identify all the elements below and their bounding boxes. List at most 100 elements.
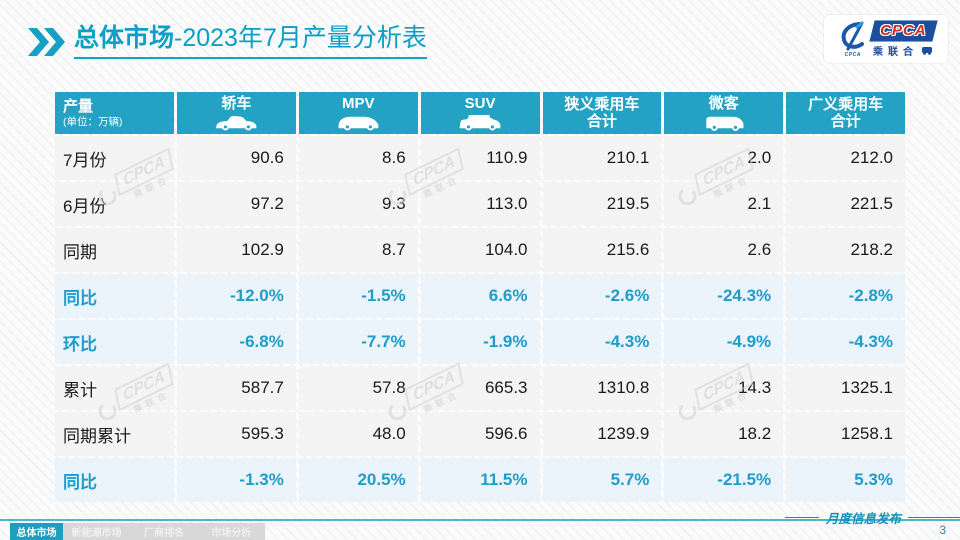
cpca-brand-cn-text: 乘联合 xyxy=(872,47,918,58)
header-cell-mpv: MPV xyxy=(298,92,418,134)
cell-value: 212.0 xyxy=(786,136,905,180)
tab-nev-market[interactable]: 新能源市场 xyxy=(71,528,122,539)
cell-value: -4.9% xyxy=(664,320,784,364)
cpca-emblem-icon: CPCA xyxy=(838,21,868,58)
header-suv-label: SUV xyxy=(464,95,496,113)
table-header-row: 产量 (单位：万辆) 轿车 MPV SUV xyxy=(55,92,905,134)
cell-value: 5.3% xyxy=(786,458,905,502)
cell-value: 18.2 xyxy=(664,412,784,456)
header-microvan-label: 微客 xyxy=(708,95,739,113)
cell-value: -24.3% xyxy=(664,274,784,318)
mpv-icon xyxy=(338,116,379,131)
table-row-yoy: 同比 -12.0% -1.5% 6.6% -2.6% -24.3% -2.8% xyxy=(55,274,905,318)
page-title-rest: -2023年7月产量分析表 xyxy=(174,24,427,52)
cell-value: 1325.1 xyxy=(786,366,905,410)
cell-value: 218.2 xyxy=(786,228,905,272)
header-narrow-pv-label2: 合计 xyxy=(586,113,617,130)
tab-market-analysis[interactable]: 市场分析 xyxy=(211,528,252,539)
slide-header: 总体市场-2023年7月产量分析表 xyxy=(28,24,427,59)
cell-value: 48.0 xyxy=(298,412,418,456)
cell-value: -12.0% xyxy=(177,274,296,318)
header-broad-pv-label2: 合计 xyxy=(830,113,861,130)
cell-value: -2.8% xyxy=(786,274,905,318)
cell-value: 6.6% xyxy=(420,274,540,318)
row-label: 环比 xyxy=(55,320,174,364)
cell-value: 104.0 xyxy=(420,228,540,272)
cpca-brand-box: CPCA xyxy=(868,20,937,42)
production-table: 产量 (单位：万辆) 轿车 MPV SUV xyxy=(55,92,905,504)
cpca-brand-text: CPCA xyxy=(879,22,927,39)
row-label: 6月份 xyxy=(55,182,174,226)
table-row-july: 7月份 90.6 8.6 110.9 210.1 2.0 212.0 xyxy=(55,136,905,180)
row-label: 累计 xyxy=(55,366,174,410)
header-cell-sedan: 轿车 xyxy=(177,92,296,134)
row-label: 7月份 xyxy=(55,136,174,180)
cpca-brand-cn: 乘联合 xyxy=(873,43,933,58)
cell-value: 113.0 xyxy=(420,182,540,226)
cell-value: 2.1 xyxy=(664,182,784,226)
header-sedan-label: 轿车 xyxy=(221,95,252,113)
microvan-icon xyxy=(706,116,744,131)
page-title: 总体市场-2023年7月产量分析表 xyxy=(74,24,427,59)
header-cell-narrow-pv: 狭义乘用车 合计 xyxy=(542,92,662,134)
cell-value: -2.6% xyxy=(542,274,662,318)
table-row-cumulative-same-period: 同期累计 595.3 48.0 596.6 1239.9 18.2 1258.1 xyxy=(55,412,905,456)
cpca-logo: CPCA CPCA 乘联合 xyxy=(824,15,948,63)
mini-car-icon xyxy=(921,47,932,55)
cell-value: -7.7% xyxy=(298,320,418,364)
footer-nav: 总体市场 新能源市场 厂商排名 市场分析 xyxy=(10,523,265,540)
table-row-same-period: 同期 102.9 8.7 104.0 215.6 2.6 218.2 xyxy=(55,228,905,272)
double-chevron-icon xyxy=(28,28,65,56)
cell-value: 210.1 xyxy=(542,136,662,180)
cell-value: 90.6 xyxy=(177,136,296,180)
cell-value: 595.3 xyxy=(177,412,296,456)
cell-value: 215.6 xyxy=(542,228,662,272)
cell-value: 1310.8 xyxy=(542,366,662,410)
cell-value: -4.3% xyxy=(786,320,905,364)
footer-note: 月度信息发布 xyxy=(784,508,960,527)
cell-value: -21.5% xyxy=(664,458,784,502)
cell-value: 102.9 xyxy=(177,228,296,272)
cell-value: 221.5 xyxy=(786,182,905,226)
cell-value: 2.6 xyxy=(664,228,784,272)
cell-value: 1239.9 xyxy=(542,412,662,456)
header-cell-broad-pv: 广义乘用车 合计 xyxy=(786,92,905,134)
tab-oem-ranking[interactable]: 厂商排名 xyxy=(143,528,184,539)
note-dash-left xyxy=(784,517,819,518)
cell-value: -1.5% xyxy=(298,274,418,318)
row-label: 同期 xyxy=(55,228,174,272)
cell-value: 596.6 xyxy=(420,412,540,456)
cell-value: 97.2 xyxy=(177,182,296,226)
cell-value: -6.8% xyxy=(177,320,296,364)
header-cell-metric: 产量 (单位：万辆) xyxy=(55,92,174,134)
cell-value: 8.7 xyxy=(298,228,418,272)
table-row-cumulative: 累计 587.7 57.8 665.3 1310.8 14.3 1325.1 xyxy=(55,366,905,410)
cell-value: -1.3% xyxy=(177,458,296,502)
inactive-tab-strip: 新能源市场 厂商排名 市场分析 xyxy=(63,523,265,540)
cell-value: 11.5% xyxy=(420,458,540,502)
tab-overall-market[interactable]: 总体市场 xyxy=(10,523,63,540)
sedan-icon xyxy=(216,115,257,131)
cell-value: 219.5 xyxy=(542,182,662,226)
cell-value: 665.3 xyxy=(420,366,540,410)
cell-value: 20.5% xyxy=(298,458,418,502)
cell-value: 57.8 xyxy=(298,366,418,410)
header-broad-pv-label: 广义乘用车 xyxy=(808,95,884,113)
header-unit-label: (单位：万辆) xyxy=(63,115,123,128)
header-metric-label: 产量 xyxy=(63,98,94,116)
cell-value: 5.7% xyxy=(542,458,662,502)
cell-value: 587.7 xyxy=(177,366,296,410)
header-cell-suv: SUV xyxy=(420,92,540,134)
cell-value: -4.3% xyxy=(542,320,662,364)
header-cell-microvan: 微客 xyxy=(664,92,784,134)
row-label: 同期累计 xyxy=(55,412,174,456)
header-narrow-pv-label: 狭义乘用车 xyxy=(564,95,640,113)
emblem-caption: CPCA xyxy=(844,51,861,58)
suv-icon xyxy=(459,114,501,131)
cell-value: 8.6 xyxy=(298,136,418,180)
row-label: 同比 xyxy=(55,274,174,318)
cell-value: -1.9% xyxy=(420,320,540,364)
cell-value: 9.3 xyxy=(298,182,418,226)
row-label: 同比 xyxy=(55,458,174,502)
